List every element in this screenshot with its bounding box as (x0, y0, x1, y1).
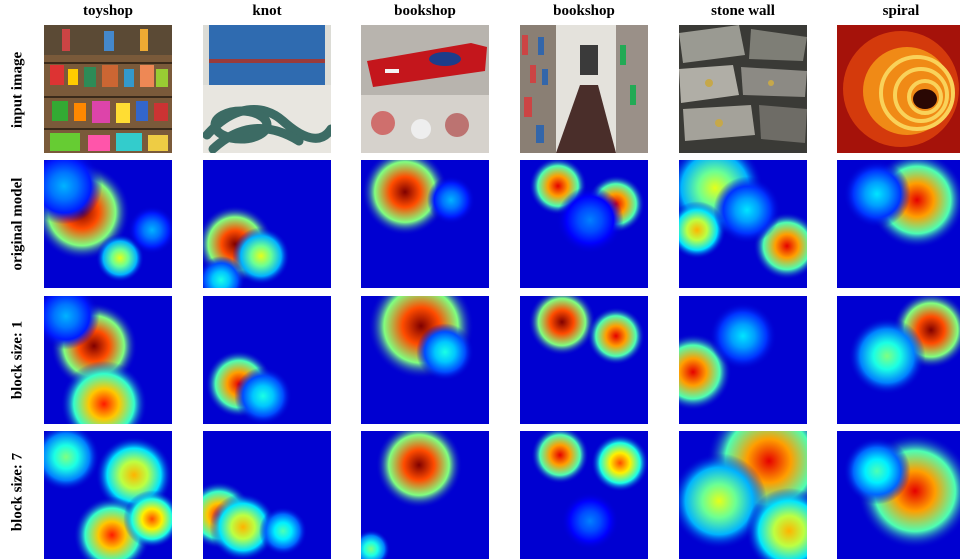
heatmap-tile (44, 431, 172, 559)
heatmap-graphic (520, 296, 648, 424)
heatmap-graphic (203, 296, 331, 424)
heatmap-tile (203, 431, 331, 559)
input-image (44, 25, 172, 153)
input-image (837, 25, 960, 153)
row-title: block size: 1 (9, 320, 26, 400)
heatmap-graphic (837, 296, 960, 424)
heatmap-tile (361, 160, 489, 288)
input-image (361, 25, 489, 153)
column-title: spiral (882, 3, 920, 19)
heatmap-graphic (44, 160, 172, 288)
heatmap-graphic (361, 296, 489, 424)
input-image (520, 25, 648, 153)
input-image (203, 25, 331, 153)
heatmap-graphic (361, 431, 489, 559)
row-title: original model (9, 177, 26, 271)
row-title: block size: 7 (9, 452, 26, 532)
heatmap-tile (679, 431, 807, 559)
heatmap-tile (203, 296, 331, 424)
heatmap-tile (837, 160, 960, 288)
heatmap-tile (361, 296, 489, 424)
heatmap-tile (520, 160, 648, 288)
heatmap-graphic (203, 431, 331, 559)
column-title: knot (252, 3, 282, 19)
heatmap-tile (520, 296, 648, 424)
heatmap-graphic (520, 160, 648, 288)
heatmap-graphic (679, 160, 807, 288)
photo-graphic (361, 25, 489, 153)
heatmap-tile (679, 160, 807, 288)
photo-graphic (837, 25, 960, 153)
photo-graphic (520, 25, 648, 153)
heatmap-graphic (679, 296, 807, 424)
heatmap-graphic (203, 160, 331, 288)
column-title: stone wall (711, 3, 775, 19)
column-title: bookshop (553, 3, 615, 19)
heatmap-graphic (837, 160, 960, 288)
heatmap-tile (361, 431, 489, 559)
heatmap-graphic (44, 431, 172, 559)
heatmap-graphic (837, 431, 960, 559)
heatmap-graphic (679, 431, 807, 559)
heatmap-tile (837, 296, 960, 424)
row-title: input image (9, 51, 26, 129)
column-title: bookshop (394, 3, 456, 19)
column-title: toyshop (82, 3, 134, 19)
heatmap-tile (44, 160, 172, 288)
heatmap-graphic (44, 296, 172, 424)
heatmap-tile (837, 431, 960, 559)
heatmap-tile (203, 160, 331, 288)
heatmap-tile (44, 296, 172, 424)
heatmap-tile (520, 431, 648, 559)
photo-graphic (203, 25, 331, 153)
photo-graphic (679, 25, 807, 153)
heatmap-tile (679, 296, 807, 424)
heatmap-graphic (520, 431, 648, 559)
input-image (679, 25, 807, 153)
heatmap-graphic (361, 160, 489, 288)
photo-graphic (44, 25, 172, 153)
